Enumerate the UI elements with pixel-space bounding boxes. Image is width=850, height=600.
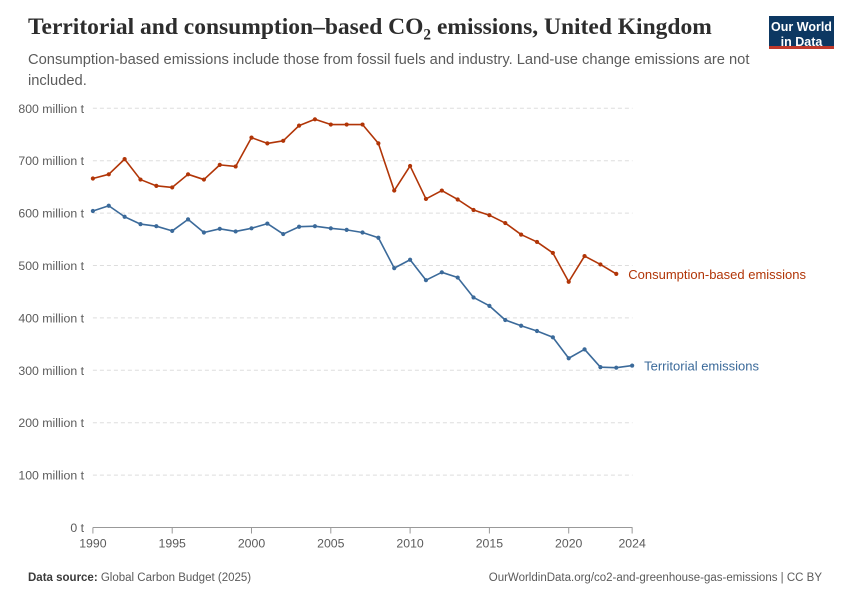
- svg-text:1995: 1995: [159, 537, 187, 551]
- svg-text:0 t: 0 t: [70, 521, 84, 535]
- svg-text:Territorial emissions: Territorial emissions: [644, 359, 759, 374]
- svg-text:2020: 2020: [555, 537, 583, 551]
- svg-text:Consumption-based emissions: Consumption-based emissions: [628, 267, 806, 282]
- svg-text:1990: 1990: [79, 537, 107, 551]
- svg-text:2015: 2015: [476, 537, 504, 551]
- svg-text:800 million t: 800 million t: [18, 102, 84, 116]
- svg-text:100 million t: 100 million t: [18, 469, 84, 483]
- svg-text:300 million t: 300 million t: [18, 364, 84, 378]
- svg-text:2000: 2000: [238, 537, 266, 551]
- svg-text:2005: 2005: [317, 537, 345, 551]
- svg-text:2024: 2024: [618, 537, 646, 551]
- svg-text:400 million t: 400 million t: [18, 311, 84, 325]
- svg-text:500 million t: 500 million t: [18, 259, 84, 273]
- svg-text:600 million t: 600 million t: [18, 207, 84, 221]
- svg-text:2010: 2010: [396, 537, 424, 551]
- svg-text:700 million t: 700 million t: [18, 154, 84, 168]
- svg-text:200 million t: 200 million t: [18, 416, 84, 430]
